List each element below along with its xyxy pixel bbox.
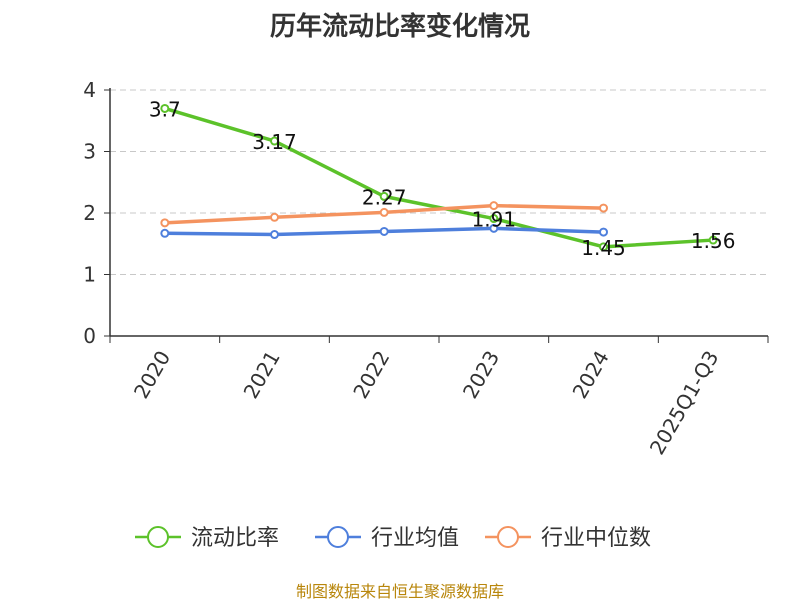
grid-lines bbox=[110, 89, 768, 275]
data-labels: 3.7 3.17 2.27 1.91 1.45 1.56 bbox=[149, 97, 736, 259]
y-tick-label: 2 bbox=[83, 201, 96, 225]
data-point[interactable] bbox=[599, 227, 608, 237]
series-line bbox=[164, 106, 714, 249]
legend-swatch-marker bbox=[497, 526, 519, 548]
data-point[interactable] bbox=[708, 235, 718, 245]
data-point[interactable] bbox=[270, 136, 279, 146]
data-point[interactable] bbox=[160, 228, 170, 238]
data-point[interactable] bbox=[270, 230, 279, 240]
x-tick-label: 2023 bbox=[458, 347, 504, 403]
data-label: 2.27 bbox=[362, 185, 407, 209]
legend-swatch-marker bbox=[327, 526, 349, 548]
legend[interactable]: 流动比率 行业均值 行业中位数 bbox=[135, 526, 651, 551]
x-tick-label: 2020 bbox=[129, 347, 175, 403]
data-point[interactable] bbox=[270, 212, 279, 222]
data-point[interactable] bbox=[160, 103, 170, 113]
legend-item[interactable]: 流动比率 bbox=[135, 526, 279, 551]
data-point[interactable] bbox=[160, 218, 170, 228]
legend-item[interactable]: 行业中位数 bbox=[485, 526, 651, 551]
x-tick-label: 2024 bbox=[568, 347, 614, 403]
y-tick-label: 1 bbox=[83, 263, 96, 287]
legend-item[interactable]: 行业均值 bbox=[315, 526, 459, 551]
data-label: 1.56 bbox=[691, 229, 736, 253]
data-label: 1.45 bbox=[581, 236, 626, 260]
data-label: 1.91 bbox=[472, 208, 517, 232]
data-point[interactable] bbox=[379, 207, 389, 217]
data-point[interactable] bbox=[489, 223, 499, 233]
data-point[interactable] bbox=[379, 191, 389, 201]
legend-label: 流动比率 bbox=[191, 526, 279, 551]
series-lines bbox=[160, 103, 718, 252]
data-point[interactable] bbox=[599, 242, 608, 252]
x-tick-label: 2025Q1-Q3 bbox=[645, 347, 724, 459]
data-point[interactable] bbox=[489, 214, 499, 224]
y-tick-label: 3 bbox=[83, 140, 96, 164]
data-point[interactable] bbox=[489, 201, 499, 211]
legend-swatch-marker bbox=[147, 526, 169, 548]
data-label: 3.7 bbox=[149, 97, 181, 121]
legend-label: 行业均值 bbox=[371, 526, 459, 551]
data-point[interactable] bbox=[599, 203, 608, 213]
x-tick-label: 2021 bbox=[239, 347, 285, 403]
axes: 0 1 2 3 4 2020 2021 2022 2023 2024 2025Q1-Q3 bbox=[83, 78, 769, 459]
legend-label: 行业中位数 bbox=[541, 526, 651, 551]
y-tick-label: 4 bbox=[83, 78, 96, 102]
y-tick-label: 0 bbox=[83, 324, 96, 348]
x-tick-label: 2022 bbox=[348, 347, 394, 403]
chart-title: 历年流动比率变化情况 bbox=[269, 12, 530, 42]
data-label: 3.17 bbox=[252, 130, 297, 154]
data-point[interactable] bbox=[379, 226, 389, 236]
source-note: 制图数据来自恒生聚源数据库 bbox=[295, 582, 504, 601]
